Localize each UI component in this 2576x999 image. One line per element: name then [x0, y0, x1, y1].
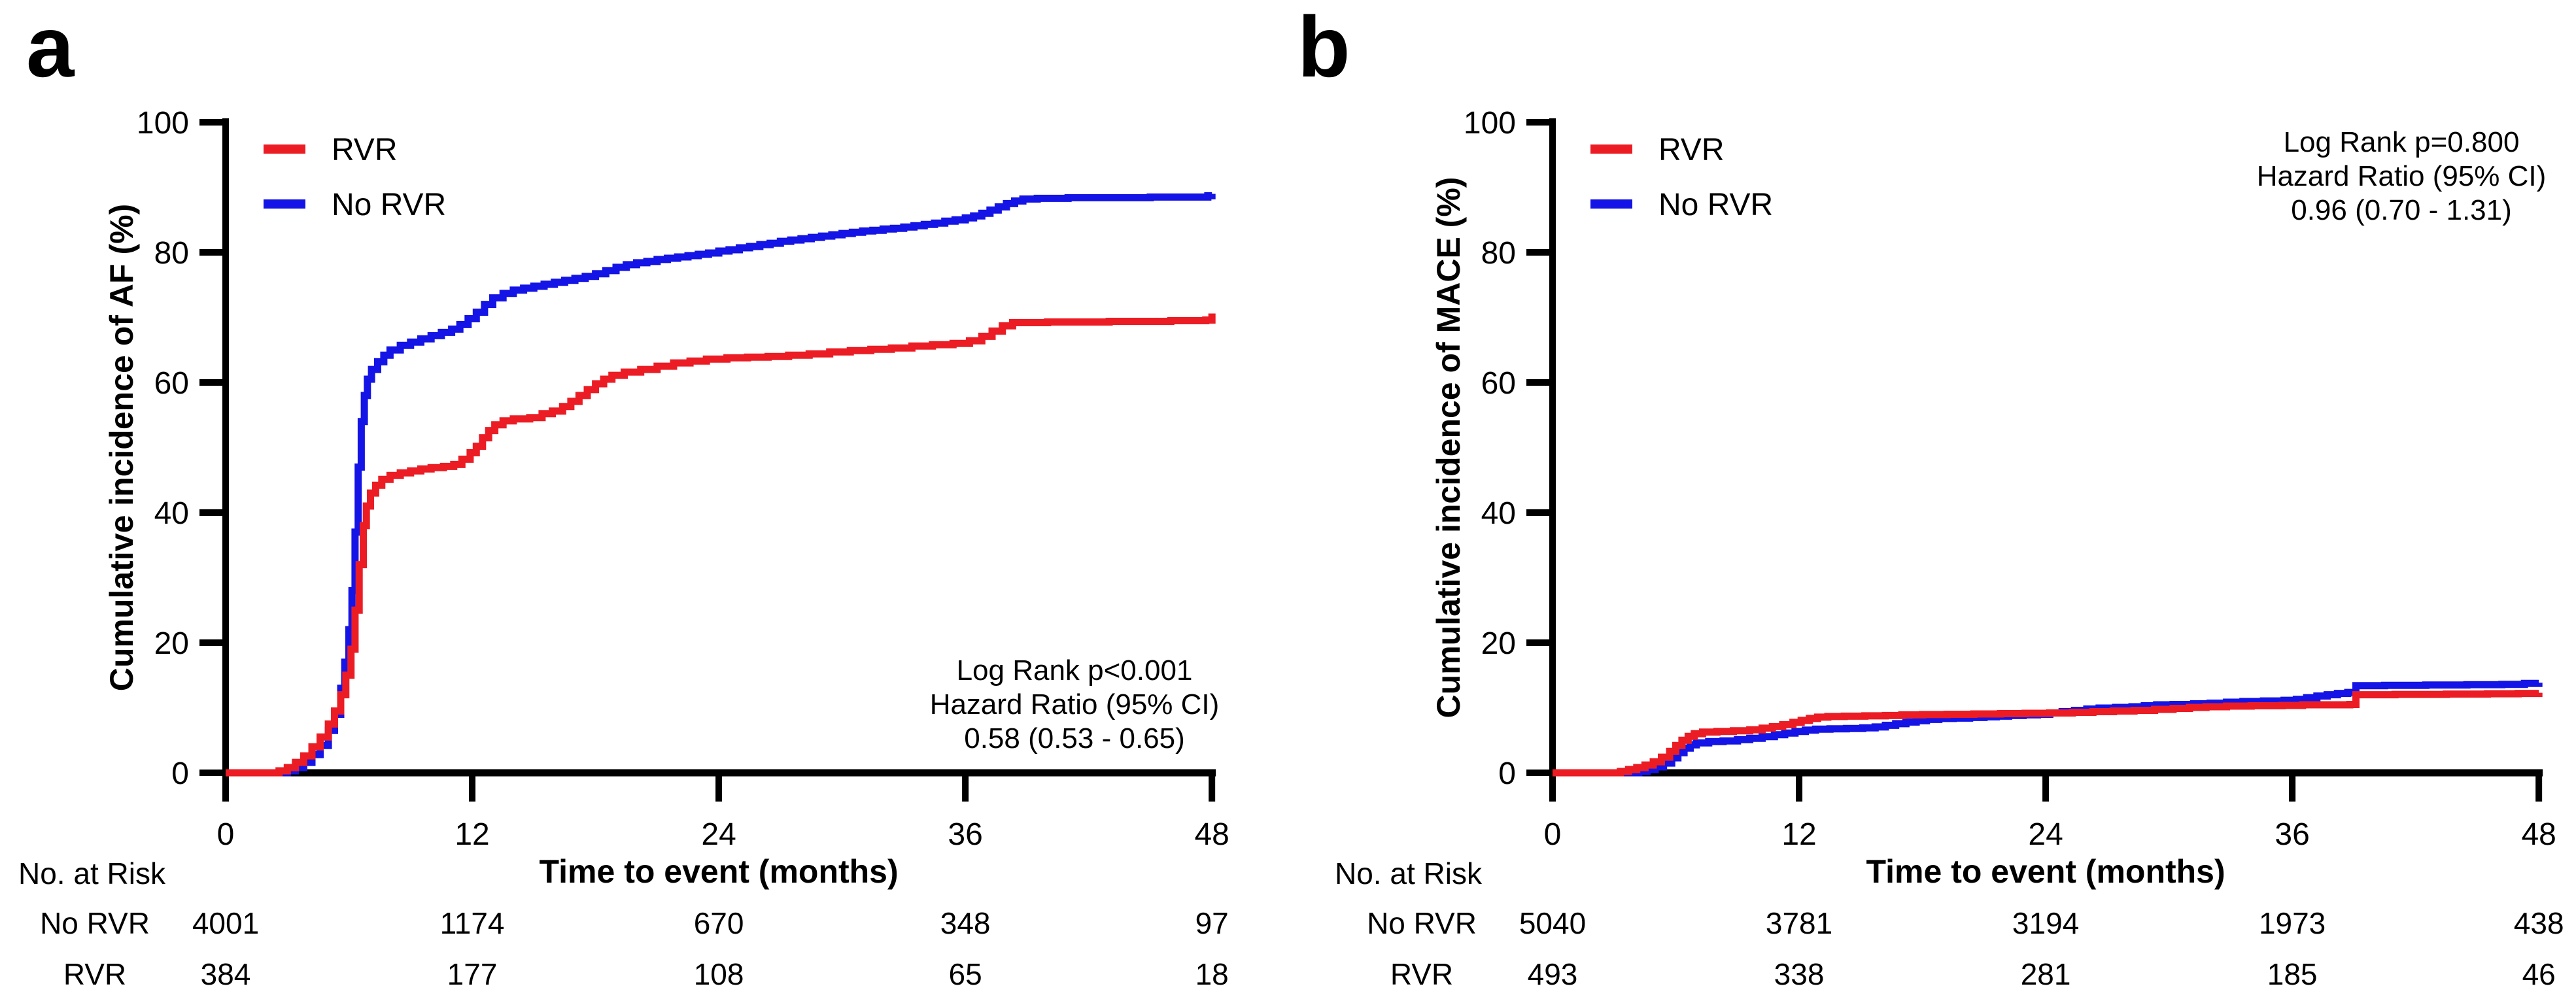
chart-cumulative-incidence-mace: 0 20 40 60 80 100 0 12 24 36 48 Cumulative incidenc…	[1335, 106, 2564, 991]
x-tick-label: 48	[2521, 817, 2556, 852]
legend-label: RVR	[1658, 133, 1724, 167]
y-tick-label: 100	[1464, 106, 1516, 141]
y-tick-label: 60	[1481, 366, 1516, 401]
x-tick-label: 36	[2275, 817, 2309, 852]
annotation-line: Hazard Ratio (95% CI)	[930, 688, 1220, 720]
risk-table: No. at Risk No RVR 4001 1174 670 348 97 RVR 384 1…	[18, 856, 1229, 991]
risk-count: 46	[2522, 957, 2556, 991]
annotation-line: Log Rank p<0.001	[957, 654, 1193, 686]
risk-row-label: RVR	[63, 957, 126, 991]
risk-count: 65	[949, 957, 982, 991]
annotation-line: 0.58 (0.53 - 0.65)	[964, 722, 1185, 754]
risk-count: 3194	[2012, 906, 2079, 940]
risk-count: 438	[2514, 906, 2564, 940]
x-axis-title: Time to event (months)	[540, 853, 899, 890]
y-tick-label: 80	[154, 236, 189, 271]
x-axis-title: Time to event (months)	[1866, 853, 2225, 890]
risk-row-label: RVR	[1390, 957, 1453, 991]
x-tick-label: 12	[455, 817, 489, 852]
legend-label: No RVR	[1658, 188, 1773, 222]
curve-rvr	[1553, 690, 2543, 777]
annotation-line: Hazard Ratio (95% CI)	[2257, 160, 2547, 192]
curve-rvr	[226, 313, 1216, 777]
risk-count: 1174	[440, 906, 505, 940]
x-tick-label: 24	[701, 817, 736, 852]
panel-b-letter: b	[1297, 0, 1350, 95]
risk-count: 1973	[2259, 906, 2326, 940]
risk-table: No. at Risk No RVR 5040 3781 3194 1973 438 RVR 4…	[1335, 856, 2564, 991]
risk-table-title: No. at Risk	[18, 856, 166, 890]
risk-count: 3781	[1766, 906, 1832, 940]
x-tick-label: 24	[2028, 817, 2063, 852]
risk-count: 108	[694, 957, 744, 991]
x-tick-label: 0	[1544, 817, 1562, 852]
risk-count: 177	[447, 957, 498, 991]
curve-no-rvr	[226, 192, 1216, 777]
y-tick-label: 80	[1481, 236, 1516, 271]
risk-count: 338	[1774, 957, 1825, 991]
chart-cumulative-incidence-af: 0 20 40 60 80 100 0 12 24 36 48 Cumulative incidenc…	[18, 106, 1229, 991]
legend: RVR No RVR	[264, 133, 446, 222]
risk-count: 384	[201, 957, 251, 991]
risk-count: 348	[940, 906, 991, 940]
panel-a-letter: a	[26, 0, 75, 95]
y-tick-label: 0	[171, 756, 189, 791]
y-tick-label: 60	[154, 366, 189, 401]
y-tick-label: 20	[154, 626, 189, 661]
risk-count: 5040	[1519, 906, 1586, 940]
risk-row-label: No RVR	[1367, 906, 1477, 940]
y-axis-title: Cumulative incidence of AF (%)	[103, 204, 140, 691]
annotation-line: 0.96 (0.70 - 1.31)	[2291, 194, 2512, 226]
legend-label: RVR	[332, 133, 397, 167]
y-tick-label: 0	[1498, 756, 1516, 791]
y-tick-label: 100	[137, 106, 189, 141]
annotation-line: Log Rank p=0.800	[2284, 126, 2520, 158]
risk-count: 97	[1195, 906, 1229, 940]
risk-count: 493	[1528, 957, 1578, 991]
risk-count: 185	[2267, 957, 2318, 991]
x-tick-label: 0	[217, 817, 235, 852]
risk-count: 18	[1195, 957, 1229, 991]
legend-label: No RVR	[332, 188, 446, 222]
y-tick-label: 20	[1481, 626, 1516, 661]
y-tick-label: 40	[154, 496, 189, 531]
x-tick-label: 48	[1194, 817, 1229, 852]
curves	[226, 192, 1216, 777]
risk-count: 670	[694, 906, 744, 940]
risk-table-title: No. at Risk	[1335, 856, 1483, 890]
risk-count: 4001	[192, 906, 259, 940]
y-tick-label: 40	[1481, 496, 1516, 531]
curves	[1553, 679, 2543, 777]
y-axis-title: Cumulative incidence of MACE (%)	[1430, 177, 1467, 719]
x-tick-label: 36	[948, 817, 982, 852]
axes: 0 20 40 60 80 100 0 12 24 36 48	[1464, 106, 2556, 852]
legend: RVR No RVR	[1590, 133, 1773, 222]
risk-row-label: No RVR	[40, 906, 150, 940]
axes: 0 20 40 60 80 100 0 12 24 36 48	[137, 106, 1229, 852]
x-tick-label: 12	[1781, 817, 1816, 852]
risk-count: 281	[2021, 957, 2071, 991]
